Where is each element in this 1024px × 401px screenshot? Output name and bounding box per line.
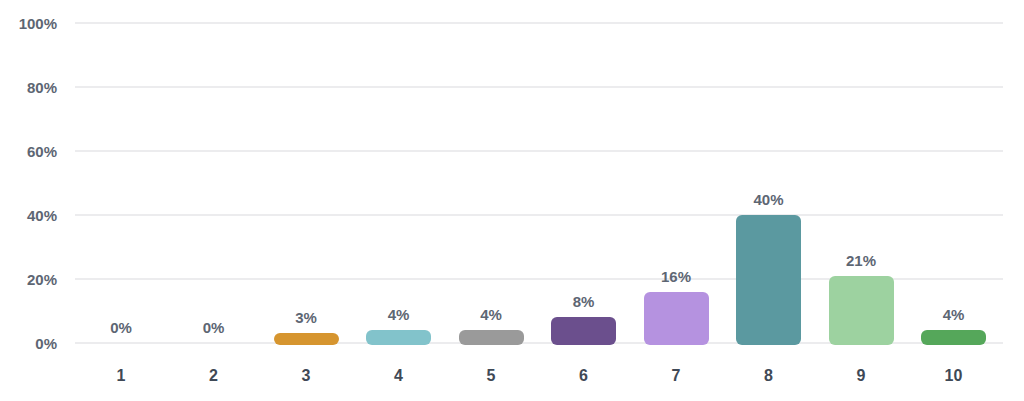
bar-category-7[interactable] bbox=[644, 292, 709, 345]
bar-value-label: 4% bbox=[461, 307, 521, 323]
x-axis-tick-label: 6 bbox=[554, 367, 614, 385]
bar-category-9[interactable] bbox=[829, 276, 894, 345]
y-axis-tick-label: 80% bbox=[0, 78, 57, 98]
x-axis-tick-label: 4 bbox=[369, 367, 429, 385]
bar-value-label: 40% bbox=[739, 192, 799, 208]
bar-category-4[interactable] bbox=[366, 330, 431, 345]
bar-value-label: 16% bbox=[646, 269, 706, 285]
y-axis-tick-label: 60% bbox=[0, 142, 57, 162]
x-axis-tick-label: 3 bbox=[276, 367, 336, 385]
bar-value-label: 4% bbox=[924, 307, 984, 323]
bar-value-label: 21% bbox=[831, 253, 891, 269]
bar-value-label: 4% bbox=[369, 307, 429, 323]
y-axis-tick-label: 100% bbox=[0, 14, 57, 34]
bar-value-label: 0% bbox=[184, 320, 244, 336]
y-axis-tick-label: 20% bbox=[0, 270, 57, 290]
bar-category-10[interactable] bbox=[921, 330, 986, 345]
y-axis-tick-label: 40% bbox=[0, 206, 57, 226]
x-axis-tick-label: 2 bbox=[184, 367, 244, 385]
x-axis-tick-label: 8 bbox=[739, 367, 799, 385]
bar-value-label: 3% bbox=[276, 310, 336, 326]
gridline bbox=[75, 214, 1003, 216]
x-axis-tick-label: 1 bbox=[91, 367, 151, 385]
gridline bbox=[75, 150, 1003, 152]
bar-category-6[interactable] bbox=[551, 317, 616, 345]
x-axis-tick-label: 10 bbox=[924, 367, 984, 385]
gridline bbox=[75, 22, 1003, 24]
bar-category-3[interactable] bbox=[274, 333, 339, 345]
x-axis-tick-label: 5 bbox=[461, 367, 521, 385]
bar-category-8[interactable] bbox=[736, 215, 801, 345]
bar-category-5[interactable] bbox=[459, 330, 524, 345]
x-axis-tick-label: 7 bbox=[646, 367, 706, 385]
gridline bbox=[75, 86, 1003, 88]
bar-value-label: 8% bbox=[554, 294, 614, 310]
y-axis-tick-label: 0% bbox=[0, 334, 57, 354]
x-axis-tick-label: 9 bbox=[831, 367, 891, 385]
bar-chart: 0% 20% 40% 60% 80% 100% 0% 1 0% 2 3% 3 4% 4 4% 5 8% 6 16% 7… bbox=[0, 0, 1024, 401]
bar-value-label: 0% bbox=[91, 320, 151, 336]
